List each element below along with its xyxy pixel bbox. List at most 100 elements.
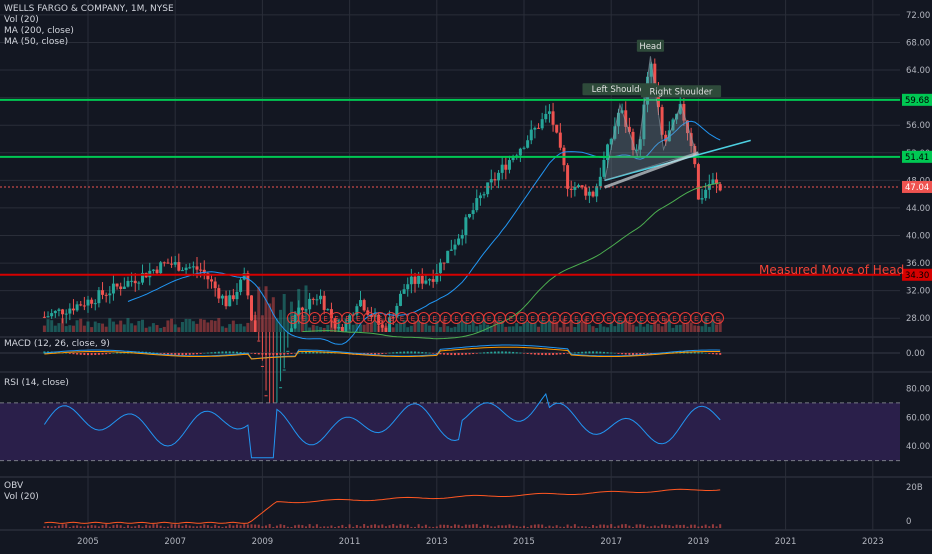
candle-body	[555, 124, 559, 133]
candle-body	[544, 113, 548, 120]
earnings-marker-label: E	[432, 315, 436, 323]
macd-histogram-bar	[555, 353, 558, 355]
obv-volume-bar	[628, 525, 631, 528]
candle-body	[57, 309, 61, 311]
volume-bar	[457, 323, 461, 332]
volume-bar	[202, 319, 206, 332]
volume-bar	[638, 320, 642, 332]
volume-bar	[122, 324, 126, 332]
level-price-label: 51.41	[905, 153, 929, 163]
candle-body	[446, 250, 450, 264]
candle-body	[177, 262, 181, 271]
volume-bar	[282, 294, 286, 332]
candle-body	[235, 291, 239, 300]
volume-bar	[242, 326, 246, 332]
obv-volume-bar	[424, 524, 427, 528]
earnings-marker-label: E	[411, 315, 415, 323]
macd-histogram-bar	[210, 352, 213, 354]
obv-volume-bar	[159, 525, 162, 528]
volume-bar	[475, 326, 479, 332]
candle-body	[286, 350, 290, 352]
obv-volume-bar	[468, 524, 471, 528]
volume-bar	[159, 327, 163, 332]
candle-body	[166, 262, 170, 264]
volume-bar	[569, 319, 573, 332]
volume-bar	[64, 326, 68, 332]
volume-bar	[693, 325, 697, 332]
earnings-marker-label: E	[683, 315, 687, 323]
candle-body	[293, 314, 297, 329]
obv-volume-bar	[185, 524, 188, 528]
macd-histogram-bar	[76, 353, 79, 355]
candle-body	[464, 217, 468, 236]
rsi-tick-label: 40.00	[906, 442, 930, 452]
earnings-marker	[712, 312, 725, 324]
volume-bar	[384, 325, 388, 332]
macd-histogram-bar	[261, 353, 264, 355]
candle-body	[53, 310, 57, 314]
macd-histogram-bar	[483, 352, 486, 354]
macd-histogram-bar	[432, 353, 435, 354]
candle-body	[137, 282, 141, 284]
volume-bar	[686, 323, 689, 332]
macd-histogram-bar	[83, 353, 86, 355]
obv-volume-bar	[668, 525, 671, 528]
obv-volume-bar	[446, 524, 449, 528]
macd-histogram-bar	[435, 353, 438, 354]
candle-body	[250, 295, 253, 321]
macd-histogram-bar	[181, 353, 184, 356]
candle-body	[409, 276, 413, 285]
obv-volume-bar	[108, 526, 111, 528]
candle-body	[115, 283, 119, 287]
candle-body	[664, 134, 668, 142]
earnings-marker-label: E	[509, 315, 513, 323]
volume-bar	[678, 324, 682, 332]
candle-body	[388, 317, 392, 332]
obv-volume-bar	[483, 524, 486, 528]
candle-body	[359, 300, 362, 307]
obv-volume-bar	[523, 525, 525, 528]
volume-bar	[388, 320, 392, 332]
candle-body	[398, 293, 402, 306]
candle-body	[627, 126, 631, 132]
obv-volume-bar	[68, 526, 71, 528]
volume-bar	[68, 325, 72, 332]
obv-volume-bar	[94, 525, 97, 528]
macd-histogram-bar	[523, 353, 525, 354]
candle-body	[584, 187, 588, 196]
volume-bar	[90, 327, 94, 332]
candle-body	[348, 315, 352, 323]
volume-bar	[682, 323, 686, 332]
obv-volume-bar	[90, 525, 93, 528]
candle-body	[613, 126, 617, 139]
macd-histogram-bar	[254, 353, 257, 355]
candle-body	[540, 119, 544, 129]
volume-bar	[715, 324, 719, 332]
earnings-marker-label: E	[596, 315, 600, 323]
macd-histogram-bar	[188, 353, 191, 355]
macd-histogram-bar	[403, 351, 406, 354]
obv-volume-bar	[76, 525, 79, 528]
candle-body	[279, 387, 283, 389]
macd-histogram-bar	[632, 353, 634, 356]
volume-bar	[380, 319, 384, 332]
obv-volume-bar	[537, 524, 540, 528]
obv-volume-bar	[312, 526, 315, 528]
candle-body	[260, 365, 264, 367]
obv-volume-bar	[410, 526, 413, 528]
earnings-marker-label: E	[618, 315, 622, 323]
candle-body	[151, 269, 155, 271]
obv-volume-bar	[156, 524, 159, 528]
obv-volume-bar	[166, 526, 169, 528]
macd-histogram-bar	[537, 353, 540, 355]
volume-bar	[166, 320, 170, 332]
volume-bar	[566, 326, 570, 332]
macd-histogram-bar	[239, 352, 242, 354]
volume-bar	[239, 323, 243, 332]
obv-volume-bar	[250, 524, 253, 528]
earnings-marker-label: E	[443, 315, 447, 323]
macd-histogram-bar	[235, 351, 238, 354]
candle-body	[170, 263, 174, 265]
macd-histogram-bar	[592, 351, 595, 354]
obv-volume-bar	[239, 525, 242, 528]
